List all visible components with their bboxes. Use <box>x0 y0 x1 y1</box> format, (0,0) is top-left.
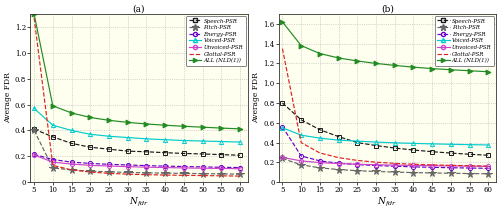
X-axis label: $N_{fdr}$: $N_{fdr}$ <box>378 196 397 209</box>
Y-axis label: Average FDR: Average FDR <box>252 73 260 124</box>
Legend: Speech-PSR, Pitch-PSR, Energy-PSR, Voiced-PSR, Unvoiced-PSR, Glottal-PSR, ALL (N: Speech-PSR, Pitch-PSR, Energy-PSR, Voice… <box>434 16 494 66</box>
Legend: Speech-PSR, Pitch-PSR, Energy-PSR, Voiced-PSR, Unvoiced-PSR, Glottal-PSR, ALL (N: Speech-PSR, Pitch-PSR, Energy-PSR, Voice… <box>186 16 246 66</box>
Title: (a): (a) <box>132 4 145 13</box>
Title: (b): (b) <box>381 4 394 13</box>
Y-axis label: Average FDR: Average FDR <box>4 73 12 124</box>
X-axis label: $N_{fdr}$: $N_{fdr}$ <box>129 196 149 209</box>
